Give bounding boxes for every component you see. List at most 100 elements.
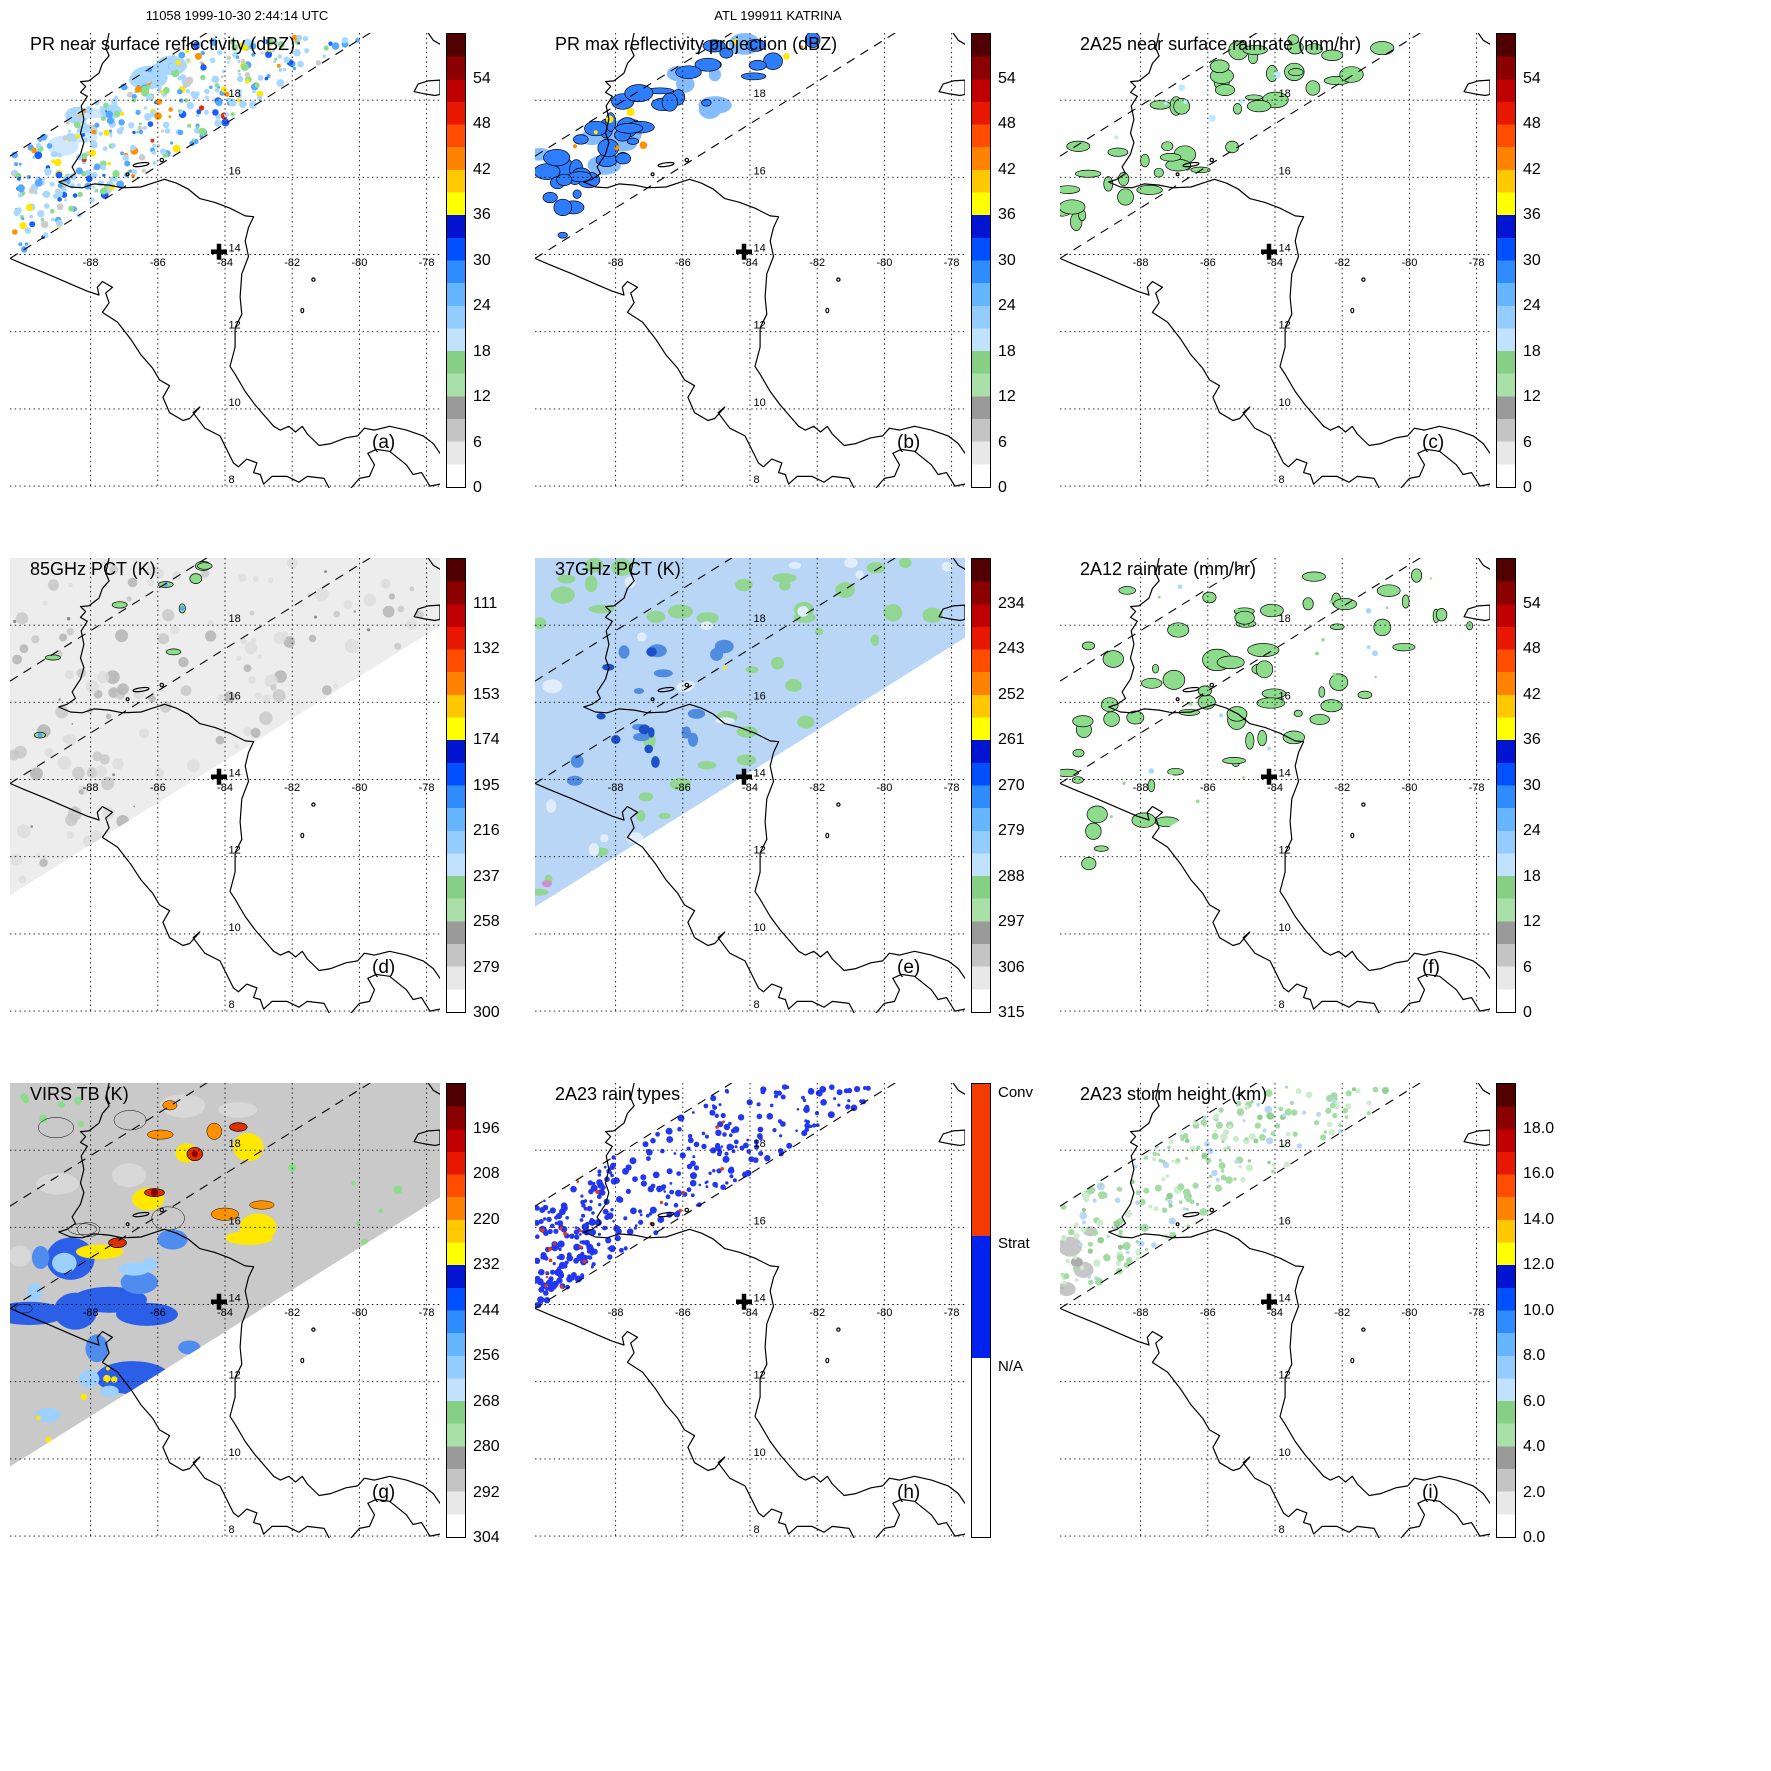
panel-letter: (f) bbox=[1422, 957, 1440, 978]
colorbar-tick: 315 bbox=[998, 1004, 1025, 1021]
colorbar-tick: 6 bbox=[1523, 433, 1532, 451]
longitude-label: -80 bbox=[351, 257, 367, 269]
latitude-label: 18 bbox=[1279, 88, 1291, 100]
map-plot: -88 -86 -84 -82 -80 -78 18 16 14 12 10 8 bbox=[1060, 558, 1490, 1013]
latitude-label: 8 bbox=[229, 999, 235, 1011]
storm-center-marker bbox=[211, 243, 227, 260]
latitude-label: 10 bbox=[1279, 922, 1291, 934]
colorbar-tick: 0.0 bbox=[1523, 1529, 1546, 1546]
latitude-label: 8 bbox=[1279, 999, 1285, 1011]
panel-letter: (b) bbox=[897, 432, 921, 453]
colorbar-tick: 36 bbox=[998, 206, 1016, 223]
longitude-label: -80 bbox=[876, 782, 892, 794]
storm-center-marker bbox=[211, 1293, 227, 1310]
colorbar-tick: 279 bbox=[473, 958, 500, 976]
map-panel: -88 -86 -84 -82 -80 -78 18 16 14 12 10 8 PR near su… bbox=[10, 33, 543, 497]
longitude-label: -84 bbox=[742, 782, 758, 794]
longitude-label: -84 bbox=[1267, 1307, 1283, 1319]
colorbar-tick: 208 bbox=[473, 1165, 500, 1182]
san-andres-island bbox=[825, 1357, 830, 1364]
latitude-label: 18 bbox=[229, 1138, 241, 1150]
latitude-label: 8 bbox=[229, 474, 235, 486]
data-layer bbox=[1060, 1085, 1390, 1297]
roatan-island bbox=[132, 161, 150, 168]
colorbar-tick-labels: 54 48 42 36 30 24 18 12 6 0 bbox=[473, 33, 543, 497]
map-panel: -88 -86 -84 -82 -80 -78 18 16 14 12 10 8 2A25 near … bbox=[1060, 33, 1592, 496]
colorbar-tick: 174 bbox=[473, 731, 500, 748]
map-plot: -88 -86 -84 -82 -80 -78 18 16 14 12 10 8 bbox=[1060, 33, 1490, 488]
longitude-label: -80 bbox=[1401, 257, 1417, 269]
coastline bbox=[535, 1083, 965, 1538]
longitude-label: -78 bbox=[419, 782, 435, 794]
colorbar-tick: 24 bbox=[473, 297, 491, 314]
colorbar-tick-labels: 111 132 153 174 195 216 237 258 279 300 bbox=[473, 558, 543, 1022]
latitude-label: 18 bbox=[754, 1138, 766, 1150]
colorbar-tick: 0 bbox=[1523, 1004, 1532, 1021]
longitude-label: -78 bbox=[1469, 257, 1485, 269]
colorbar-tick: 304 bbox=[473, 1529, 500, 1546]
utila-island bbox=[1175, 172, 1180, 177]
colorbar bbox=[1496, 558, 1516, 1013]
longitude-label: -82 bbox=[284, 782, 300, 794]
panel-title: 2A23 rain types bbox=[555, 1084, 681, 1104]
providencia-island bbox=[311, 802, 316, 807]
colorbar-tick: 292 bbox=[473, 1483, 500, 1501]
longitude-label: -80 bbox=[351, 782, 367, 794]
latitude-label: 18 bbox=[229, 88, 241, 100]
map-plot: -88 -86 -84 -82 -80 -78 18 16 14 12 10 8 bbox=[535, 1083, 965, 1538]
colorbar-tick: 36 bbox=[473, 206, 491, 223]
map-plot: -88 -86 -84 -82 -80 -78 18 16 14 12 10 8 bbox=[535, 558, 965, 1013]
longitude-label: -82 bbox=[809, 1307, 825, 1319]
colorbar-tick: 48 bbox=[473, 115, 491, 132]
longitude-label: -84 bbox=[217, 1307, 233, 1319]
map-panel: -88 -86 -84 -82 -80 -78 18 16 14 12 10 8 2A23 storm… bbox=[1060, 1083, 1592, 1546]
colorbar-tick: 54 bbox=[473, 69, 491, 87]
utila-island bbox=[650, 172, 655, 177]
latitude-label: 12 bbox=[229, 1370, 241, 1382]
colorbar-tick: 42 bbox=[998, 160, 1016, 178]
latitude-label: 14 bbox=[229, 243, 241, 255]
latitude-label: 8 bbox=[1279, 474, 1285, 486]
colorbar-tick: 42 bbox=[1523, 685, 1541, 703]
colorbar-tick: 153 bbox=[473, 685, 500, 703]
colorbar-tick: 4.0 bbox=[1523, 1438, 1546, 1455]
panel-title: 2A23 storm height (km) bbox=[1080, 1084, 1268, 1104]
longitude-label: -78 bbox=[419, 257, 435, 269]
grid-lines bbox=[10, 1083, 440, 1538]
latitude-label: 10 bbox=[1279, 1447, 1291, 1459]
colorbar-tick: 279 bbox=[998, 822, 1025, 839]
latitude-label: 8 bbox=[754, 999, 760, 1011]
guanaja-island bbox=[684, 1207, 690, 1213]
colorbar-tick: 196 bbox=[473, 1119, 500, 1137]
utila-island bbox=[125, 1222, 130, 1227]
storm-header: ATL 199911 KATRINA bbox=[714, 8, 842, 23]
latitude-label: 8 bbox=[1279, 1524, 1285, 1536]
san-andres-island bbox=[825, 307, 830, 314]
colorbar bbox=[971, 558, 991, 1013]
colorbar-tick: 0 bbox=[998, 479, 1007, 496]
coastline bbox=[10, 1083, 440, 1538]
storm-center-marker bbox=[1261, 243, 1277, 260]
colorbar-tick: 12.0 bbox=[1523, 1256, 1555, 1273]
roatan-island bbox=[657, 1211, 675, 1218]
colorbar-tick: 237 bbox=[473, 867, 500, 885]
longitude-label: -88 bbox=[83, 1307, 99, 1319]
map-plot: -88 -86 -84 -82 -80 -78 18 16 14 12 10 8 bbox=[10, 33, 440, 488]
longitude-label: -84 bbox=[742, 1307, 758, 1319]
longitude-label: -88 bbox=[1133, 257, 1149, 269]
san-andres-island bbox=[300, 307, 305, 314]
colorbar-tick: 48 bbox=[1523, 115, 1541, 132]
latitude-label: 12 bbox=[1279, 845, 1291, 857]
colorbar-tick: 6.0 bbox=[1523, 1392, 1546, 1410]
longitude-label: -80 bbox=[1401, 782, 1417, 794]
colorbar-tick: 6 bbox=[998, 433, 1007, 451]
latitude-label: 16 bbox=[229, 165, 241, 177]
colorbar-tick: 42 bbox=[473, 160, 491, 178]
panel-letter: (h) bbox=[897, 1482, 921, 1503]
colorbar-tick: 234 bbox=[998, 594, 1025, 612]
latitude-label: 18 bbox=[1279, 613, 1291, 625]
colorbar-tick: 30 bbox=[1523, 251, 1541, 269]
panel-title: PR near surface reflectivity (dBZ) bbox=[30, 34, 296, 54]
colorbar-tick: N/A bbox=[998, 1358, 1024, 1376]
colorbar bbox=[446, 33, 466, 488]
